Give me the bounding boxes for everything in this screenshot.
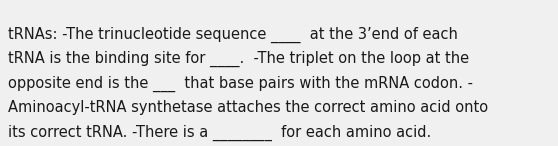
Text: opposite end is the ___  that base pairs with the mRNA codon. -: opposite end is the ___ that base pairs … (8, 76, 473, 92)
Text: Aminoacyl-tRNA synthetase attaches the correct amino acid onto: Aminoacyl-tRNA synthetase attaches the c… (8, 100, 488, 115)
Text: tRNA is the binding site for ____.  -The triplet on the loop at the: tRNA is the binding site for ____. -The … (8, 51, 469, 67)
Text: its correct tRNA. -There is a ________  for each amino acid.: its correct tRNA. -There is a ________ f… (8, 125, 431, 141)
Text: tRNAs: -The trinucleotide sequence ____  at the 3’end of each: tRNAs: -The trinucleotide sequence ____ … (8, 27, 458, 43)
